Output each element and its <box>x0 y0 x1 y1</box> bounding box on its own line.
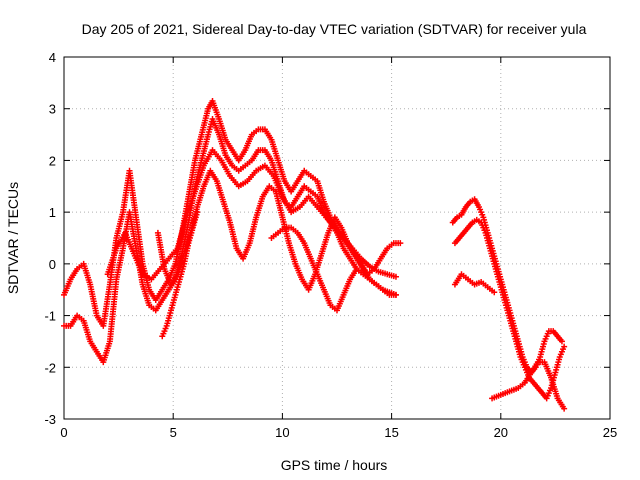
plot-border <box>63 56 611 420</box>
x-tick-label: 25 <box>603 425 617 440</box>
series-track-1 <box>61 97 399 329</box>
x-tick-label: 15 <box>384 425 398 440</box>
y-axis-label: SDTVAR / TECUs <box>5 182 21 294</box>
series-track-8 <box>451 216 568 402</box>
data-point <box>194 209 201 216</box>
data-point <box>561 343 568 350</box>
y-tick-label: 1 <box>49 205 56 220</box>
data-point <box>561 405 568 412</box>
grid-layer <box>64 57 610 419</box>
data-point <box>558 338 565 345</box>
x-tick-label: 5 <box>170 425 177 440</box>
series-track-7 <box>449 196 565 376</box>
y-tick-label: 2 <box>49 153 56 168</box>
y-tick-label: 4 <box>49 50 56 65</box>
data-point <box>392 273 399 280</box>
series-track-5 <box>159 209 201 340</box>
y-tick-label: -2 <box>44 360 56 375</box>
series-track-3 <box>104 147 399 283</box>
data-point <box>353 266 360 273</box>
y-tick-label: -3 <box>44 412 56 427</box>
y-tick-label: -1 <box>44 309 56 324</box>
x-tick-label: 0 <box>60 425 67 440</box>
chart-title: Day 205 of 2021, Sidereal Day-to-day VTE… <box>82 21 587 37</box>
data-point <box>397 240 404 247</box>
x-tick-label: 20 <box>494 425 508 440</box>
axis-layer: 0 5 10 15 20 25 -3 -2 -1 0 1 2 3 4 <box>44 50 617 440</box>
series-track-9 <box>451 271 498 296</box>
y-tick-label: 0 <box>49 257 56 272</box>
series-track-10 <box>489 359 568 412</box>
x-axis-label: GPS time / hours <box>281 457 388 473</box>
series-track-6 <box>268 224 360 314</box>
data-layer <box>61 97 568 412</box>
data-point <box>491 289 498 296</box>
x-tick-label: 10 <box>275 425 289 440</box>
data-point <box>392 291 399 298</box>
y-tick-label: 3 <box>49 102 56 117</box>
